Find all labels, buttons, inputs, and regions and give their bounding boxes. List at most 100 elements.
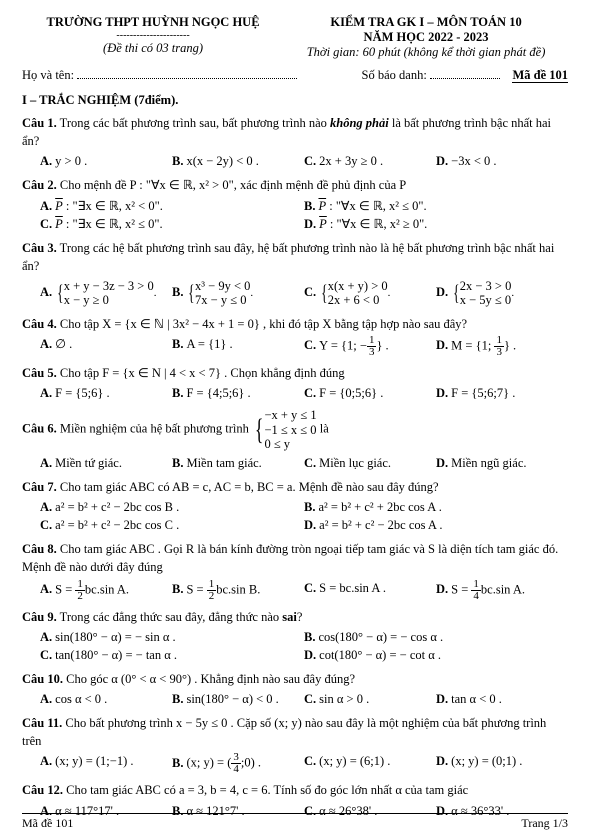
q1-kw: không phải <box>330 116 389 130</box>
q1-stem-a: Trong các bất phương trình sau, bất phươ… <box>57 116 330 130</box>
q8-opts: A.S = 12bc.sin A. B.S = 12bc.sin B. C.S … <box>22 579 568 602</box>
q10-B: B.sin(180° − α) < 0 . <box>172 690 304 708</box>
q5-A: A.F = {5;6} . <box>40 384 172 402</box>
q8-stem: Cho tam giác ABC . Gọi R là bán kính đườ… <box>22 542 558 574</box>
q5-num: Câu 5. <box>22 366 57 380</box>
q4-C: C.Y = {1; −13} . <box>304 335 436 358</box>
q2-B: B.P : "∀x ∈ ℝ, x² ≤ 0". <box>304 197 568 215</box>
q5-opts: A.F = {5;6} . B.F = {4;5;6} . C.F = {0;5… <box>22 384 568 402</box>
q8-A: A.S = 12bc.sin A. <box>40 579 172 602</box>
q4-A: A.∅ . <box>40 335 172 358</box>
q1-opts: A.y > 0 . B.x(x − 2y) < 0 . C.2x + 3y ≥ … <box>22 152 568 170</box>
exam-code: Mã đề 101 <box>512 68 568 83</box>
q2-num: Câu 2. <box>22 178 57 192</box>
exam-title-2: NĂM HỌC 2022 - 2023 <box>284 30 568 45</box>
q8-C: C.S = bc.sin A . <box>304 579 436 602</box>
q3-C: C.{x(x + y) > 02x + 6 < 0. <box>304 277 436 309</box>
q2-D: D.P : "∀x ∈ ℝ, x² ≥ 0". <box>304 215 568 233</box>
q9-B: B.cos(180° − α) = − cos α . <box>304 628 568 646</box>
q1-A: A.y > 0 . <box>40 152 172 170</box>
q5-B: B.F = {4;5;6} . <box>172 384 304 402</box>
q12-num: Câu 12. <box>22 783 63 797</box>
name-block: Họ và tên: <box>22 68 297 83</box>
q4-stem: Cho tập X = {x ∈ ℕ | 3x² − 4x + 1 = 0} ,… <box>57 317 467 331</box>
q3-A: A.{x + y − 3z − 3 > 0x − y ≥ 0. <box>40 277 172 309</box>
q3-D: D.{2x − 3 > 0x − 5y ≤ 0. <box>436 277 568 309</box>
school-block: TRƯỜNG THPT HUỲNH NGỌC HUỆ -------------… <box>22 15 284 60</box>
q7-stem: Cho tam giác ABC có AB = c, AC = b, BC =… <box>57 480 439 494</box>
q10-D: D.tan α < 0 . <box>436 690 568 708</box>
sbd-blank <box>430 78 500 79</box>
q7-opts: A.a² = b² + c² − 2bc cos B . B.a² = b² +… <box>22 498 568 534</box>
q9-stem: Trong các đẳng thức sau đây, đẳng thức n… <box>57 610 283 624</box>
footer-left: Mã đề 101 <box>22 816 73 831</box>
q8-num: Câu 8. <box>22 542 57 556</box>
q1-D: D.−3x < 0 . <box>436 152 568 170</box>
q2-A: A.P : "∃x ∈ ℝ, x² < 0". <box>40 197 304 215</box>
question-4: Câu 4. Cho tập X = {x ∈ ℕ | 3x² − 4x + 1… <box>22 315 568 358</box>
q11-C: C.(x; y) = (6;1) . <box>304 752 436 775</box>
q6-B: B.Miền tam giác. <box>172 454 304 472</box>
q7-B: B.a² = b² + c² + 2bc cos A . <box>304 498 568 516</box>
q9-kw: sai <box>282 610 297 624</box>
header-row: TRƯỜNG THPT HUỲNH NGỌC HUỆ -------------… <box>22 15 568 60</box>
question-1: Câu 1. Trong các bất phương trình sau, b… <box>22 114 568 170</box>
question-10: Câu 10. Cho góc α (0° < α < 90°) . Khẳng… <box>22 670 568 708</box>
q11-opts: A.(x; y) = (1;−1) . B.(x; y) = (34;0) . … <box>22 752 568 775</box>
q11-A: A.(x; y) = (1;−1) . <box>40 752 172 775</box>
q3-stem: Trong các hệ bất phương trình sau đây, h… <box>22 241 554 273</box>
q10-stem: Cho góc α (0° < α < 90°) . Khẳng định nà… <box>63 672 355 686</box>
q10-A: A.cos α < 0 . <box>40 690 172 708</box>
q6-opts: A.Miền tứ giác. B.Miền tam giác. C.Miền … <box>22 454 568 472</box>
q5-stem: Cho tập F = {x ∈ N | 4 < x < 7} . Chọn k… <box>57 366 345 380</box>
q11-B: B.(x; y) = (34;0) . <box>172 752 304 775</box>
question-3: Câu 3. Trong các hệ bất phương trình sau… <box>22 239 568 309</box>
q1-C: C.2x + 3y ≥ 0 . <box>304 152 436 170</box>
q2-C: C.P : "∃x ∈ ℝ, x² ≤ 0". <box>40 215 304 233</box>
exam-title-1: KIỂM TRA GK I – MÔN TOÁN 10 <box>284 15 568 30</box>
q4-B: B.A = {1} . <box>172 335 304 358</box>
name-blank <box>77 78 297 79</box>
q9-stem2: ? <box>297 610 303 624</box>
q7-A: A.a² = b² + c² − 2bc cos B . <box>40 498 304 516</box>
pages-note: (Đề thi có 03 trang) <box>22 41 284 56</box>
question-7: Câu 7. Cho tam giác ABC có AB = c, AC = … <box>22 478 568 534</box>
q3-B: B.{x³ − 9y < 07x − y ≤ 0. <box>172 277 304 309</box>
q9-A: A.sin(180° − α) = − sin α . <box>40 628 304 646</box>
question-6: Câu 6. Miền nghiệm của hệ bất phương trì… <box>22 408 568 472</box>
q9-C: C.tan(180° − α) = − tan α . <box>40 646 304 664</box>
q4-D: D.M = {1; 13} . <box>436 335 568 358</box>
q9-opts: A.sin(180° − α) = − sin α . B.cos(180° −… <box>22 628 568 664</box>
q7-num: Câu 7. <box>22 480 57 494</box>
q10-opts: A.cos α < 0 . B.sin(180° − α) < 0 . C.si… <box>22 690 568 708</box>
q6-C: C.Miền lục giác. <box>304 454 436 472</box>
footer-right: Trang 1/3 <box>521 816 568 831</box>
question-8: Câu 8. Cho tam giác ABC . Gọi R là bán k… <box>22 540 568 601</box>
footer: Mã đề 101 Trang 1/3 <box>22 813 568 831</box>
q4-num: Câu 4. <box>22 317 57 331</box>
q5-C: C.F = {0;5;6} . <box>304 384 436 402</box>
q12-stem: Cho tam giác ABC có a = 3, b = 4, c = 6.… <box>63 783 468 797</box>
question-5: Câu 5. Cho tập F = {x ∈ N | 4 < x < 7} .… <box>22 364 568 402</box>
question-9: Câu 9. Trong các đẳng thức sau đây, đẳng… <box>22 608 568 664</box>
school-name: TRƯỜNG THPT HUỲNH NGỌC HUỆ <box>22 15 284 30</box>
q7-D: D.a² = b² + c² − 2bc cos A . <box>304 516 568 534</box>
q8-B: B.S = 12bc.sin B. <box>172 579 304 602</box>
name-label: Họ và tên: <box>22 68 77 82</box>
q1-B: B.x(x − 2y) < 0 . <box>172 152 304 170</box>
q8-D: D.S = 14bc.sin A. <box>436 579 568 602</box>
q6-num: Câu 6. <box>22 422 57 436</box>
q2-stem: Cho mệnh đề P : "∀x ∈ ℝ, x² > 0", xác đị… <box>57 178 407 192</box>
q11-num: Câu 11. <box>22 716 62 730</box>
candidate-row: Họ và tên: Số báo danh: Mã đề 101 <box>22 68 568 83</box>
q7-C: C.a² = b² + c² − 2bc cos C . <box>40 516 304 534</box>
q10-num: Câu 10. <box>22 672 63 686</box>
q2-opts: A.P : "∃x ∈ ℝ, x² < 0". B.P : "∀x ∈ ℝ, x… <box>22 197 568 233</box>
section-1-title: I – TRẮC NGHIỆM (7điểm). <box>22 93 568 108</box>
q6-stem: Miền nghiệm của hệ bất phương trình <box>57 422 252 436</box>
sbd-block: Số báo danh: Mã đề 101 <box>362 68 568 83</box>
q11-D: D.(x; y) = (0;1) . <box>436 752 568 775</box>
q9-num: Câu 9. <box>22 610 57 624</box>
time-note: Thời gian: 60 phút (không kể thời gian p… <box>284 45 568 60</box>
exam-block: KIỂM TRA GK I – MÔN TOÁN 10 NĂM HỌC 2022… <box>284 15 568 60</box>
